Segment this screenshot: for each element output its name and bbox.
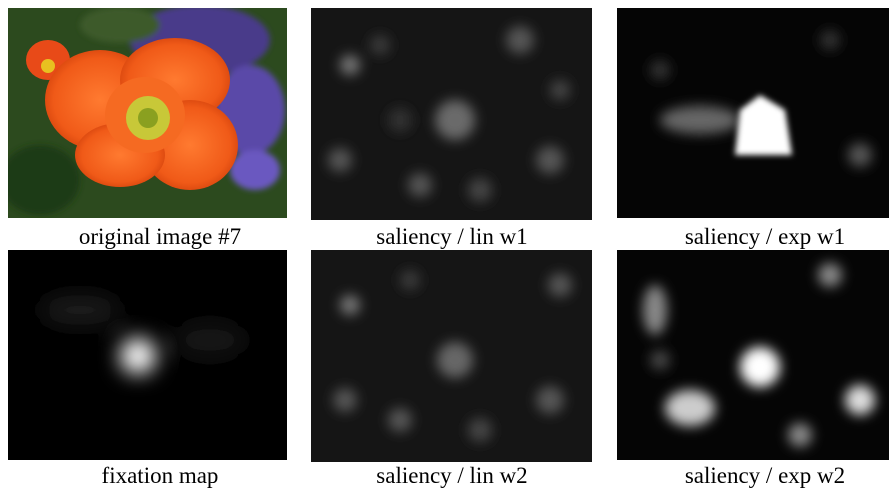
saliency-lin-w1 — [311, 8, 592, 220]
saliency-exp-w1 — [617, 8, 889, 218]
figure: original image #7 saliency / lin w1 sali… — [0, 0, 891, 490]
saliency-lin-w2 — [311, 250, 592, 462]
caption: saliency / exp w2 — [685, 463, 845, 488]
caption: saliency / exp w1 — [685, 224, 845, 249]
caption: fixation map — [102, 463, 219, 488]
fixation-map — [8, 250, 287, 460]
caption: saliency / lin w1 — [376, 224, 527, 249]
caption: original image #7 — [79, 224, 241, 249]
caption: saliency / lin w2 — [376, 463, 527, 488]
saliency-exp-w2 — [617, 250, 889, 460]
original-image — [0, 5, 287, 218]
